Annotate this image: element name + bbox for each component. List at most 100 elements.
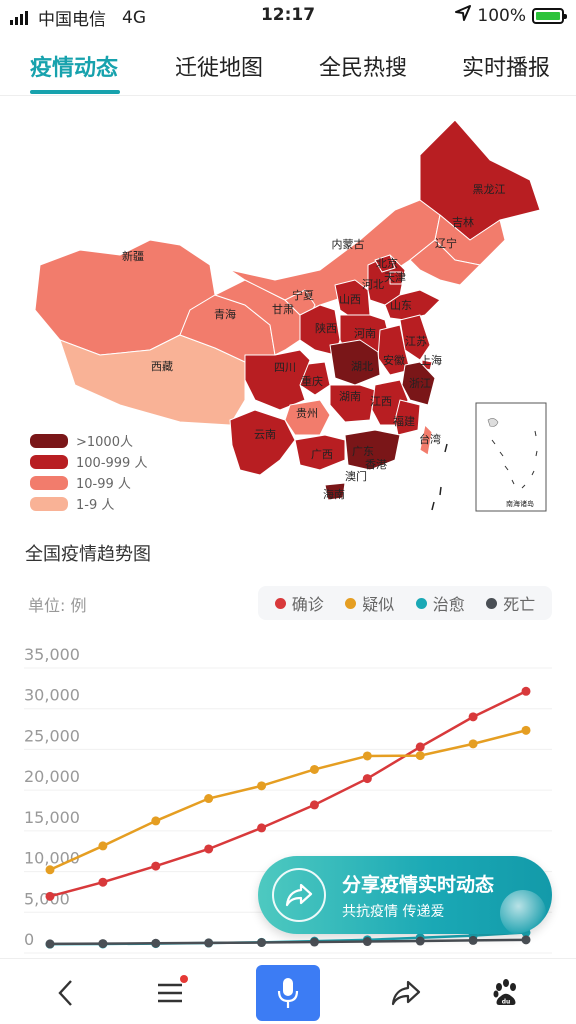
province-label-shandong: 山东 bbox=[390, 299, 412, 312]
data-point[interactable] bbox=[415, 742, 425, 752]
data-point[interactable] bbox=[415, 751, 425, 761]
data-point[interactable] bbox=[45, 939, 55, 949]
province-label-hunan: 湖南 bbox=[339, 390, 361, 403]
province-sichuan[interactable] bbox=[244, 349, 311, 411]
data-point[interactable] bbox=[151, 816, 161, 826]
data-point[interactable] bbox=[98, 841, 108, 851]
legend-deaths[interactable]: 死亡 bbox=[486, 591, 535, 615]
data-point[interactable] bbox=[468, 739, 478, 749]
data-point[interactable] bbox=[204, 844, 214, 854]
network-label: 4G bbox=[122, 7, 146, 28]
province-heilongjiang[interactable] bbox=[419, 119, 541, 241]
data-point[interactable] bbox=[521, 935, 531, 945]
province-label-chongqing: 重庆 bbox=[301, 374, 323, 388]
province-shandong[interactable] bbox=[384, 289, 441, 321]
data-point[interactable] bbox=[257, 938, 267, 948]
province-hainan[interactable] bbox=[324, 482, 346, 501]
status-left: 中国电信 4G bbox=[10, 5, 146, 30]
data-point[interactable] bbox=[257, 781, 267, 791]
data-point[interactable] bbox=[521, 686, 531, 696]
unit-label: 单位: 例 bbox=[28, 596, 87, 615]
data-point[interactable] bbox=[362, 937, 372, 947]
status-bar: 中国电信 4G 12:17 100% bbox=[0, 0, 576, 30]
bottom-toolbar: du bbox=[0, 958, 576, 1024]
legend-label: 100-999 人 bbox=[76, 456, 148, 471]
province-guangxi[interactable] bbox=[294, 434, 346, 471]
battery-percent: 100% bbox=[477, 5, 526, 26]
province-label-xianggang: 香港 bbox=[365, 458, 387, 471]
menu-button[interactable] bbox=[140, 965, 200, 1021]
province-label-shanxi: 山西 bbox=[339, 293, 361, 306]
province-label-fujian: 福建 bbox=[393, 414, 415, 428]
legend-label: 10-99 人 bbox=[76, 477, 131, 492]
data-point[interactable] bbox=[98, 877, 108, 887]
baidu-button[interactable]: du bbox=[476, 965, 536, 1021]
province-label-shaanxi: 陕西 bbox=[315, 321, 337, 335]
province-label-shanghai: 上海 bbox=[420, 353, 442, 367]
data-point[interactable] bbox=[468, 935, 478, 945]
data-point[interactable] bbox=[151, 861, 161, 871]
legend-cured[interactable]: 治愈 bbox=[415, 591, 465, 615]
share-title: 分享疫情实时动态 bbox=[342, 874, 495, 896]
tab-bar: 疫情动态 迁徙地图 全民热搜 实时播报 bbox=[0, 40, 576, 96]
province-fujian[interactable] bbox=[394, 399, 421, 436]
province-taiwan[interactable] bbox=[419, 424, 433, 456]
data-point[interactable] bbox=[257, 823, 267, 833]
data-point[interactable] bbox=[45, 891, 55, 901]
data-point[interactable] bbox=[45, 865, 55, 875]
china-map[interactable]: 新疆 西藏 青海 甘肃 内蒙古 黑龙江 吉林 辽宁 宁夏 陕西 山西 河北 北京 天津 山东 河南 江苏 安徽 上海… bbox=[0, 100, 576, 520]
trend-chart[interactable]: 05,00010,00015,00020,00025,00030,00035,0… bbox=[0, 640, 576, 960]
tab-epidemic-dynamics[interactable]: 疫情动态 bbox=[30, 56, 119, 81]
province-label-hebei: 河北 bbox=[362, 278, 384, 291]
legend-suspected[interactable]: 疑似 bbox=[345, 591, 394, 615]
province-label-ningxia: 宁夏 bbox=[292, 288, 314, 302]
province-hunan[interactable] bbox=[329, 384, 376, 423]
data-point[interactable] bbox=[415, 936, 425, 946]
data-point[interactable] bbox=[309, 764, 319, 774]
data-point[interactable] bbox=[362, 774, 372, 784]
province-label-gansu: 甘肃 bbox=[272, 303, 294, 316]
province-beijing[interactable] bbox=[374, 254, 396, 273]
data-point[interactable] bbox=[98, 939, 108, 949]
decorative-bubble bbox=[500, 890, 546, 934]
province-label-hubei: 湖北 bbox=[351, 360, 373, 373]
share-card[interactable]: 分享疫情实时动态 共抗疫情 传递爱 bbox=[258, 856, 552, 934]
legend-confirmed[interactable]: 确诊 bbox=[274, 591, 324, 615]
data-point[interactable] bbox=[468, 712, 478, 722]
province-yunnan[interactable] bbox=[229, 409, 296, 476]
carrier-label: 中国电信 bbox=[38, 10, 106, 30]
active-tab-indicator bbox=[30, 90, 120, 94]
data-point[interactable] bbox=[309, 800, 319, 810]
legend-item: 1-9 人 bbox=[30, 493, 147, 514]
data-point[interactable] bbox=[521, 725, 531, 735]
share-button[interactable] bbox=[376, 965, 436, 1021]
data-point[interactable] bbox=[151, 938, 161, 948]
data-point[interactable] bbox=[309, 937, 319, 947]
province-label-xinjiang: 新疆 bbox=[122, 249, 144, 263]
clock: 12:17 bbox=[260, 5, 316, 25]
inset-label: 南海诸岛 bbox=[506, 499, 534, 508]
back-button[interactable] bbox=[36, 965, 96, 1021]
province-tianjin[interactable] bbox=[389, 271, 403, 285]
share-subtitle: 共抗疫情 传递爱 bbox=[342, 904, 445, 920]
nine-dash-line bbox=[431, 443, 448, 511]
province-label-liaoning: 辽宁 bbox=[435, 236, 457, 250]
legend-label: >1000人 bbox=[76, 435, 133, 450]
tab-hot-search[interactable]: 全民热搜 bbox=[319, 56, 408, 81]
data-point[interactable] bbox=[204, 938, 214, 948]
tab-migration-map[interactable]: 迁徙地图 bbox=[175, 56, 264, 81]
y-tick-label: 20,000 bbox=[24, 767, 80, 786]
province-liaoning[interactable] bbox=[409, 239, 481, 286]
tab-live-report[interactable]: 实时播报 bbox=[462, 56, 551, 81]
baidu-paw-icon: du bbox=[493, 979, 516, 1006]
province-hubei[interactable] bbox=[329, 339, 381, 386]
data-point[interactable] bbox=[204, 794, 214, 804]
south-china-sea-inset: 南海诸岛 bbox=[475, 402, 547, 512]
map-legend: >1000人 100-999 人 10-99 人 1-9 人 bbox=[30, 430, 147, 514]
province-label-aomen: 澳门 bbox=[345, 469, 367, 483]
legend-label: 疑似 bbox=[362, 595, 395, 614]
voice-search-button[interactable] bbox=[256, 965, 320, 1021]
data-point[interactable] bbox=[362, 751, 372, 761]
share-icon bbox=[391, 980, 421, 1006]
province-guangdong[interactable] bbox=[344, 429, 401, 471]
